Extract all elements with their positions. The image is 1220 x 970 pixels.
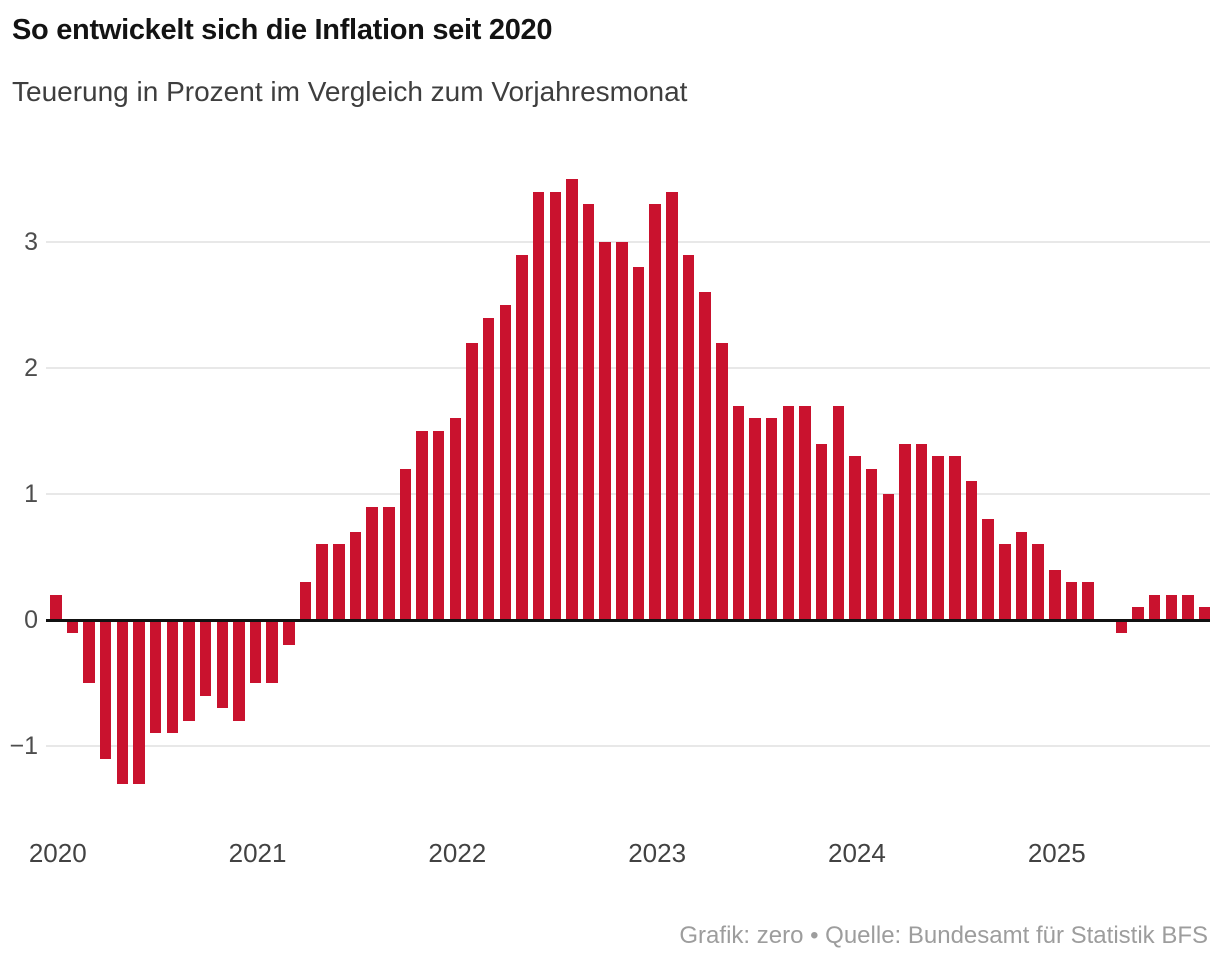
zero-axis-line — [46, 618, 1210, 622]
bar — [999, 544, 1011, 620]
bar — [1165, 594, 1178, 620]
bar — [249, 620, 262, 683]
x-tick-label: 2021 — [228, 838, 287, 868]
bar — [1065, 582, 1078, 620]
bar — [582, 204, 595, 620]
bar — [982, 519, 994, 620]
bar — [632, 267, 645, 620]
bar — [399, 468, 412, 620]
bar — [566, 179, 578, 620]
bar — [749, 418, 761, 620]
bar — [732, 405, 745, 620]
bar — [532, 191, 545, 620]
bar — [949, 456, 961, 620]
chart-subtitle: Teuerung in Prozent im Vergleich zum Vor… — [12, 76, 688, 107]
bar — [965, 481, 978, 620]
bar — [449, 418, 462, 620]
bar — [699, 292, 711, 620]
bar — [283, 620, 295, 646]
bar — [865, 468, 878, 620]
bar — [516, 254, 528, 620]
bar — [1132, 607, 1144, 620]
y-tick-label: 1 — [24, 480, 38, 508]
bar — [1198, 607, 1211, 620]
bar — [299, 582, 312, 620]
bar — [849, 456, 861, 620]
bar — [233, 620, 245, 721]
bar — [799, 405, 811, 620]
bar — [716, 342, 728, 620]
bar — [482, 317, 495, 620]
chart-title: So entwickelt sich die Inflation seit 20… — [12, 14, 553, 46]
gridline — [46, 493, 1210, 495]
x-tick-label: 2025 — [1027, 838, 1086, 868]
bar — [366, 506, 378, 620]
bar — [466, 342, 478, 620]
bar — [1082, 582, 1094, 620]
bar — [133, 620, 145, 784]
bar — [383, 506, 395, 620]
bar — [832, 405, 845, 620]
y-tick-label: 2 — [24, 354, 38, 382]
gridline — [46, 241, 1210, 243]
bar — [616, 242, 628, 620]
bar — [83, 620, 95, 683]
bar — [549, 191, 561, 620]
bar — [1115, 620, 1128, 633]
bar — [599, 242, 611, 620]
bar — [682, 254, 695, 620]
bar — [216, 620, 228, 709]
x-tick-label: 2022 — [428, 838, 487, 868]
bar — [50, 594, 62, 620]
source-credit: Grafik: zero • Quelle: Bundesamt für Sta… — [679, 922, 1208, 949]
bar — [199, 620, 212, 696]
bar — [649, 204, 661, 620]
bar — [815, 443, 828, 620]
bar — [183, 620, 195, 721]
bar — [666, 191, 678, 620]
gridline — [46, 745, 1210, 747]
y-tick-label: 3 — [24, 228, 38, 256]
bar — [765, 418, 778, 620]
bar — [432, 431, 445, 620]
bar — [782, 405, 795, 620]
bar — [316, 544, 328, 620]
bar — [1049, 569, 1061, 620]
bar — [266, 620, 278, 683]
bar — [1148, 594, 1161, 620]
x-tick-label: 2020 — [28, 838, 87, 868]
bar — [349, 531, 362, 620]
x-tick-label: 2023 — [628, 838, 687, 868]
bar — [1032, 544, 1044, 620]
y-tick-label: −1 — [9, 732, 38, 760]
x-tick-label: 2024 — [828, 838, 886, 868]
bar — [899, 443, 911, 620]
bar — [416, 431, 428, 620]
bar — [1182, 594, 1194, 620]
bar — [149, 620, 162, 734]
gridline — [46, 367, 1210, 369]
y-tick-label: 0 — [24, 606, 38, 634]
bar — [915, 443, 928, 620]
bar — [1015, 531, 1028, 620]
bar — [333, 544, 345, 620]
bar — [66, 620, 79, 633]
bar — [499, 305, 512, 620]
bar — [882, 494, 894, 620]
bar — [932, 456, 944, 620]
bar — [99, 620, 112, 759]
bar — [116, 620, 129, 784]
bar — [166, 620, 179, 734]
